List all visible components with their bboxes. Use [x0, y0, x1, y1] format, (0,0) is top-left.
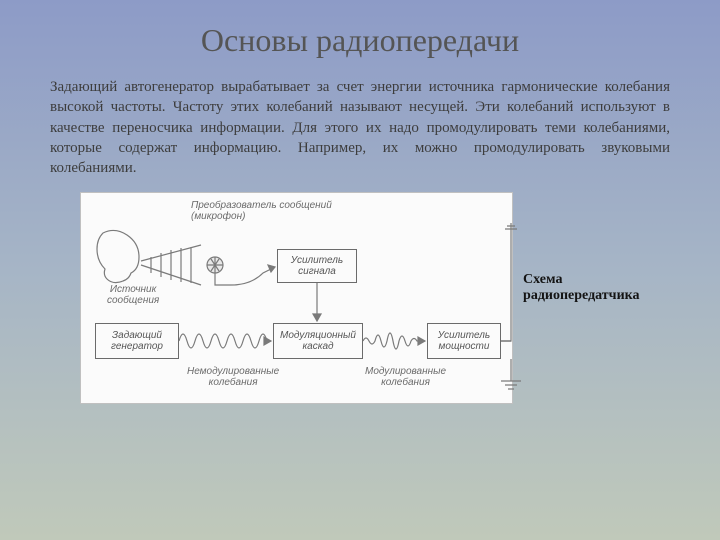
slide-title: Основы радиопередачи — [50, 22, 670, 59]
sound-waves-icon — [141, 245, 201, 285]
arrow-mic-to-amp — [231, 267, 275, 285]
transmitter-diagram: Задающий генератор Модуляционный каскад … — [80, 192, 513, 404]
head-icon — [97, 231, 139, 283]
figure-row: Задающий генератор Модуляционный каскад … — [50, 192, 670, 404]
slide: Основы радиопередачи Задающий автогенера… — [0, 0, 720, 404]
diagram-svg — [81, 193, 521, 403]
modulated-wave — [363, 333, 425, 349]
figure-caption: Схема радиопередатчика — [523, 272, 670, 304]
body-paragraph: Задающий автогенератор вырабатывает за с… — [50, 77, 670, 178]
carrier-wave — [179, 334, 271, 348]
ground-icon — [501, 341, 521, 389]
antenna-icon — [501, 223, 517, 341]
